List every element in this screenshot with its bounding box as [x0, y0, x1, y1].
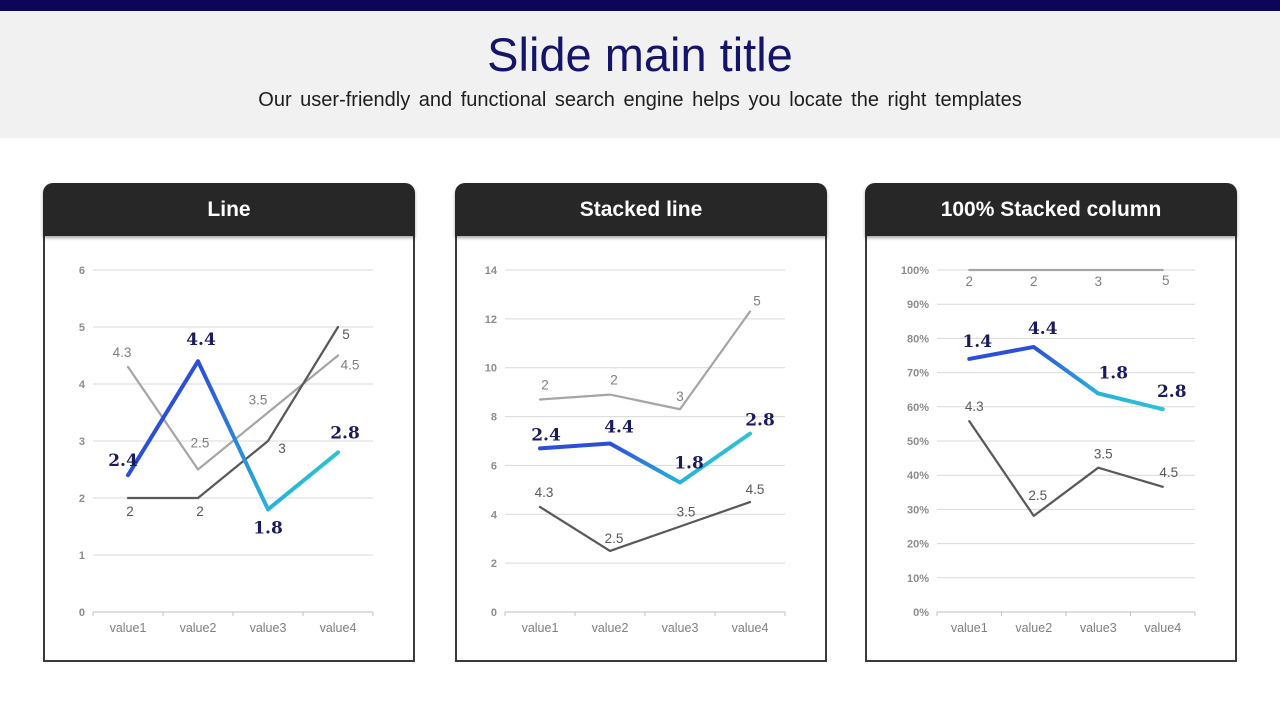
svg-text:90%: 90%: [907, 299, 929, 311]
svg-text:10: 10: [485, 363, 497, 375]
svg-text:0%: 0%: [913, 607, 929, 619]
svg-text:4.4: 4.4: [186, 330, 216, 350]
svg-text:2.5: 2.5: [605, 531, 624, 546]
svg-text:4.5: 4.5: [341, 358, 360, 373]
svg-text:0: 0: [79, 607, 85, 619]
slide-header: Slide main title Our user-friendly and f…: [0, 11, 1280, 138]
svg-text:4.4: 4.4: [1028, 319, 1058, 339]
svg-text:value3: value3: [662, 621, 699, 635]
svg-text:value2: value2: [1015, 621, 1052, 635]
svg-text:value4: value4: [732, 621, 769, 635]
svg-text:1: 1: [79, 550, 85, 562]
top-accent-bar: [0, 0, 1280, 11]
svg-text:value2: value2: [592, 621, 629, 635]
svg-text:1.8: 1.8: [253, 518, 283, 538]
svg-text:3.5: 3.5: [249, 393, 268, 408]
svg-text:2: 2: [541, 377, 549, 392]
svg-text:4.5: 4.5: [746, 482, 765, 497]
chart-body-stacked-line: 0 2 4 6 8 10 12 14 value1 value2 value3 value4 4.3 2.…: [455, 236, 827, 662]
svg-text:100%: 100%: [901, 265, 929, 277]
svg-text:value3: value3: [1080, 621, 1117, 635]
svg-text:value4: value4: [1144, 621, 1181, 635]
svg-text:2: 2: [79, 493, 85, 505]
svg-text:2.5: 2.5: [191, 436, 210, 451]
svg-text:4.5: 4.5: [1159, 465, 1178, 480]
svg-text:2.8: 2.8: [745, 411, 775, 431]
chart-panel-stacked-line: Stacked line 0 2 4 6 8 10 12 14 value1 value2 valu…: [455, 183, 827, 662]
svg-text:value1: value1: [110, 621, 147, 635]
svg-text:4.3: 4.3: [113, 345, 132, 360]
svg-text:2.4: 2.4: [531, 425, 561, 445]
svg-text:3.5: 3.5: [1094, 447, 1113, 462]
svg-text:4: 4: [79, 379, 86, 391]
svg-text:4: 4: [491, 509, 498, 521]
svg-text:6: 6: [491, 460, 497, 472]
stacked-line-chart: 0 2 4 6 8 10 12 14 value1 value2 value3 value4 4.3 2.…: [485, 265, 786, 635]
svg-text:2.8: 2.8: [1157, 382, 1187, 402]
svg-text:2: 2: [1030, 274, 1038, 289]
svg-text:14: 14: [485, 265, 498, 277]
svg-text:4.4: 4.4: [604, 417, 634, 437]
svg-text:2: 2: [491, 558, 497, 570]
chart-body-100-stacked: 0% 10% 20% 30% 40% 50% 60% 70% 80% 90% 100% value1 v…: [865, 236, 1237, 662]
svg-text:4.3: 4.3: [535, 485, 554, 500]
svg-text:3: 3: [1094, 274, 1102, 289]
svg-text:value1: value1: [522, 621, 559, 635]
page-title: Slide main title: [487, 28, 793, 81]
line-chart: 0 1 2 3 4 5 6 value1 value2 value3 value4 4.3 2.5 3.5…: [79, 265, 374, 635]
svg-text:2: 2: [126, 504, 134, 519]
svg-text:50%: 50%: [907, 436, 929, 448]
svg-text:4.3: 4.3: [965, 399, 984, 414]
svg-text:5: 5: [753, 294, 761, 309]
svg-text:80%: 80%: [907, 333, 929, 345]
svg-text:3: 3: [676, 389, 684, 404]
svg-text:value3: value3: [250, 621, 287, 635]
svg-text:2.5: 2.5: [1028, 488, 1047, 503]
svg-text:0: 0: [491, 607, 497, 619]
svg-text:1.4: 1.4: [962, 332, 992, 352]
svg-text:5: 5: [342, 327, 350, 342]
svg-text:20%: 20%: [907, 539, 929, 551]
chart-body-line: 0 1 2 3 4 5 6 value1 value2 value3 value4 4.3 2.5 3.5…: [43, 236, 415, 662]
svg-text:3.5: 3.5: [677, 505, 696, 520]
chart-title-line: Line: [43, 183, 415, 236]
svg-text:2: 2: [610, 373, 618, 388]
slide-subtitle: Our user-friendly and functional search …: [258, 89, 1022, 111]
chart-title-stacked-line: Stacked line: [455, 183, 827, 236]
svg-text:value4: value4: [320, 621, 357, 635]
svg-text:8: 8: [491, 412, 497, 424]
svg-text:1.8: 1.8: [674, 454, 704, 474]
svg-text:2.4: 2.4: [108, 451, 138, 471]
svg-text:40%: 40%: [907, 470, 929, 482]
svg-text:6: 6: [79, 265, 85, 277]
svg-text:30%: 30%: [907, 504, 929, 516]
hundred-stacked-chart: 0% 10% 20% 30% 40% 50% 60% 70% 80% 90% 100% value1 v…: [901, 265, 1196, 635]
svg-text:value1: value1: [951, 621, 988, 635]
svg-text:70%: 70%: [907, 368, 929, 380]
svg-text:1.8: 1.8: [1098, 363, 1128, 383]
svg-text:3: 3: [79, 436, 85, 448]
svg-text:10%: 10%: [907, 573, 929, 585]
svg-text:2.8: 2.8: [330, 423, 360, 443]
svg-text:2: 2: [965, 274, 973, 289]
svg-text:12: 12: [485, 314, 497, 326]
svg-text:2: 2: [196, 504, 204, 519]
svg-text:60%: 60%: [907, 402, 929, 414]
svg-text:5: 5: [1162, 273, 1170, 288]
svg-text:value2: value2: [180, 621, 217, 635]
chart-panel-100-stacked: 100% Stacked column 0% 10% 20% 30% 40% 50% 60%…: [865, 183, 1237, 662]
chart-panel-line: Line 0 1 2 3 4 5 6 value1 value2 value3 value4 4.3 2…: [43, 183, 415, 662]
svg-text:5: 5: [79, 322, 85, 334]
chart-title-100-stacked: 100% Stacked column: [865, 183, 1237, 236]
svg-text:3: 3: [278, 441, 286, 456]
